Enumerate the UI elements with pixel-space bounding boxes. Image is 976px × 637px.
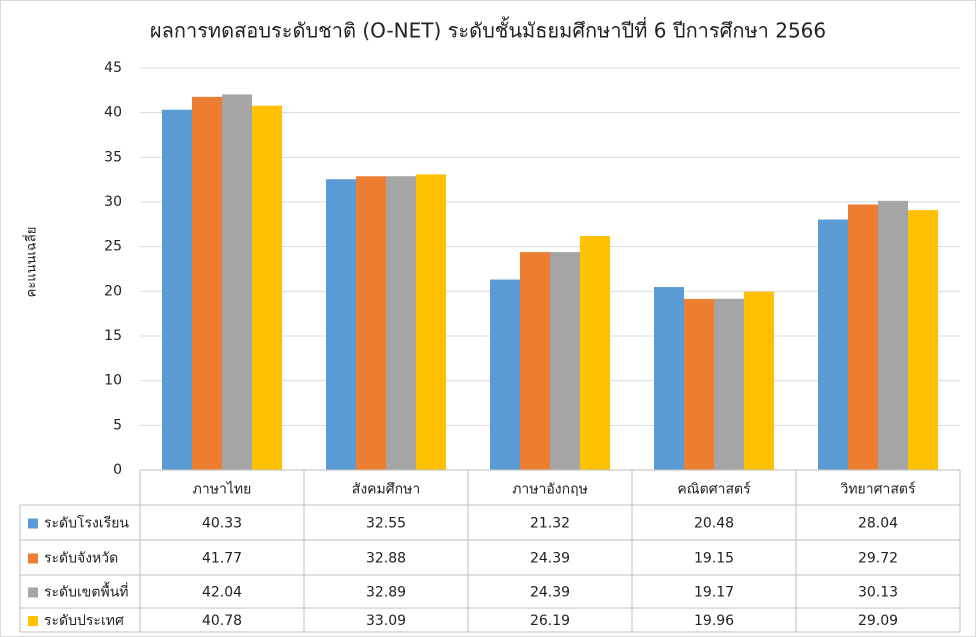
- x-tick-label: สังคมศึกษา: [352, 482, 420, 498]
- legend-label: ระดับจังหวัด: [44, 551, 118, 567]
- y-tick-label: 45: [104, 60, 122, 76]
- bar: [222, 94, 252, 471]
- y-tick-label: 25: [104, 239, 122, 255]
- table-value: 29.72: [858, 551, 898, 567]
- legend-key: [28, 518, 38, 529]
- table-value: 19.96: [694, 613, 734, 629]
- table-value: 26.19: [530, 613, 570, 629]
- table-value: 19.17: [694, 585, 734, 601]
- bar: [654, 287, 684, 470]
- bar: [684, 298, 714, 470]
- table-value: 24.39: [530, 551, 570, 567]
- y-tick-label: 15: [104, 328, 122, 344]
- chart-title: ผลการทดสอบระดับชาติ (O-NET) ระดับชั้นมัธ…: [150, 17, 826, 43]
- y-axis-title: คะแนนเฉลี่ย: [23, 227, 40, 298]
- table-value: 33.09: [366, 613, 406, 629]
- table-value: 29.09: [858, 613, 898, 629]
- table-value: 21.32: [530, 516, 570, 532]
- x-tick-label: วิทยาศาสตร์: [840, 481, 916, 498]
- bar: [356, 176, 386, 470]
- y-tick-label: 40: [104, 105, 122, 121]
- bar: [714, 298, 744, 470]
- bar: [848, 204, 878, 470]
- table-value: 30.13: [858, 585, 898, 601]
- bar: [550, 252, 580, 470]
- bar: [818, 219, 848, 470]
- table-value: 32.55: [366, 516, 406, 532]
- table-value: 20.48: [694, 516, 734, 532]
- bar: [744, 291, 774, 470]
- x-tick-label: คณิตศาสตร์: [677, 481, 751, 498]
- bar: [490, 279, 520, 470]
- bar: [580, 236, 610, 470]
- bar: [386, 176, 416, 470]
- bar: [878, 200, 908, 470]
- table-value: 40.78: [202, 613, 242, 629]
- table-value: 19.15: [694, 551, 734, 567]
- legend-key: [28, 616, 38, 626]
- y-tick-label: 10: [104, 373, 122, 389]
- bar: [192, 96, 222, 470]
- y-tick-label: 20: [104, 283, 122, 299]
- bar: [326, 179, 356, 470]
- bar: [162, 109, 192, 471]
- table-value: 40.33: [202, 516, 242, 532]
- y-tick-label: 35: [104, 149, 122, 165]
- bar: [416, 174, 446, 470]
- x-tick-label: ภาษาอังกฤษ: [512, 482, 588, 498]
- legend-label: ระดับโรงเรียน: [44, 515, 129, 532]
- legend-key: [28, 553, 38, 564]
- x-tick-label: ภาษาไทย: [193, 481, 252, 498]
- legend-key: [28, 587, 38, 598]
- table-value: 32.88: [366, 551, 406, 567]
- legend-label: ระดับประเทศ: [44, 613, 124, 629]
- table-value: 28.04: [858, 516, 898, 532]
- y-tick-label: 30: [104, 194, 122, 210]
- y-tick-label: 0: [113, 462, 122, 478]
- bar: [252, 105, 282, 470]
- legend-label: ระดับเขตพื้นที่: [44, 582, 129, 601]
- table-value: 32.89: [366, 585, 406, 601]
- table-value: 24.39: [530, 585, 570, 601]
- y-tick-label: 5: [113, 417, 122, 433]
- bar: [520, 252, 550, 470]
- bar: [908, 210, 938, 470]
- table-value: 42.04: [202, 585, 242, 601]
- table-value: 41.77: [202, 551, 242, 567]
